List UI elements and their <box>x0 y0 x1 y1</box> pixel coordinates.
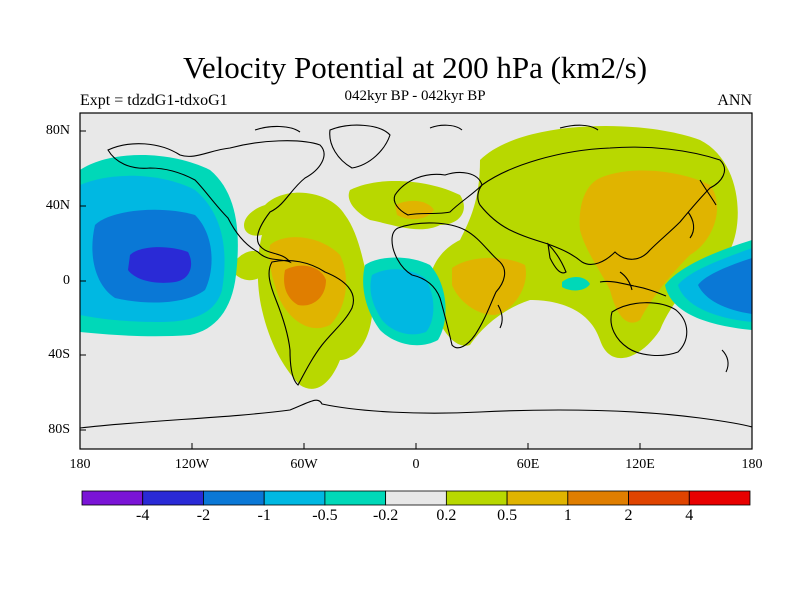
y-tick-label-80s: 80S <box>48 422 70 437</box>
contour-atlantic-cyan <box>370 269 434 335</box>
y-tick-label-0: 0 <box>63 273 70 288</box>
colorbar-label: 4 <box>685 507 694 524</box>
colorbar-label: 0.2 <box>436 507 457 524</box>
contour-africa-gold <box>452 257 526 315</box>
colorbar-label: -0.2 <box>372 507 399 524</box>
coastline-india <box>547 242 567 274</box>
y-tick-label-80n: 80N <box>45 123 70 138</box>
coastlines <box>80 124 752 429</box>
colorbar <box>81 490 751 506</box>
colorbar-box-1 <box>142 490 204 506</box>
coastline-south-america <box>268 259 354 386</box>
colorbar-box-7 <box>506 490 569 506</box>
coastline-arctic-islands <box>254 124 599 133</box>
coastline-europe <box>393 171 483 216</box>
colorbar-label: -0.5 <box>312 507 338 524</box>
coastline-new-zealand <box>721 349 729 373</box>
colorbar-box-8 <box>567 490 629 506</box>
colorbar-box-9 <box>628 490 690 506</box>
axis-ticks <box>79 130 753 449</box>
x-tick-label-180e: 180 <box>741 457 763 472</box>
experiment-label: Expt = tdzdG1-tdxoG1 <box>80 92 228 109</box>
coastline-asia <box>477 146 725 265</box>
colorbar-box-10 <box>688 490 751 506</box>
contour-pacific-positive <box>236 250 270 281</box>
colorbar-label: 1 <box>563 507 572 524</box>
colorbar-box-4 <box>324 490 387 506</box>
x-tick-label-0: 0 <box>412 457 420 472</box>
coastline-north-america <box>107 140 325 264</box>
colorbar-label: 0.5 <box>497 507 518 524</box>
contour-pacific-darkblue <box>128 247 192 283</box>
coastline-africa <box>391 222 506 349</box>
x-tick-label-120e: 120E <box>625 457 655 472</box>
contour-indian-teal <box>562 276 590 291</box>
x-tick-label-120w: 120W <box>174 457 210 472</box>
chart-title: Velocity Potential at 200 hPa (km2/s) <box>182 50 648 85</box>
chart-subtitle: 042kyr BP - 042kyr BP <box>344 88 486 104</box>
contour-samerica-orange <box>284 265 326 306</box>
x-tick-label-60e: 60E <box>516 457 540 472</box>
y-tick-label-40s: 40S <box>48 347 70 362</box>
colorbar-box-0 <box>81 490 144 506</box>
colorbar-label: -4 <box>136 507 150 524</box>
season-label: ANN <box>717 92 752 109</box>
colorbar-box-2 <box>203 490 265 506</box>
contour-europe-gold <box>395 200 434 220</box>
coastline-greenland <box>329 124 391 169</box>
colorbar-label: -2 <box>196 507 211 524</box>
coastline-madagascar <box>497 304 503 329</box>
colorbar-label: 2 <box>624 507 633 524</box>
x-tick-label-60w: 60W <box>290 457 318 472</box>
coastline-antarctica <box>80 399 752 429</box>
contour-asia-gold <box>579 170 718 323</box>
coastline-australia <box>610 302 688 357</box>
colorbar-box-5 <box>385 490 447 506</box>
colorbar-box-3 <box>263 490 326 506</box>
coastline-japan <box>687 179 717 239</box>
y-tick-label-40n: 40N <box>45 198 70 213</box>
colorbar-box-6 <box>445 490 508 506</box>
contour-wpacific-blue <box>698 258 752 314</box>
colorbar-label: -1 <box>257 507 271 524</box>
x-tick-label-180w: 180 <box>69 457 91 472</box>
coastline-indonesia <box>599 271 667 297</box>
